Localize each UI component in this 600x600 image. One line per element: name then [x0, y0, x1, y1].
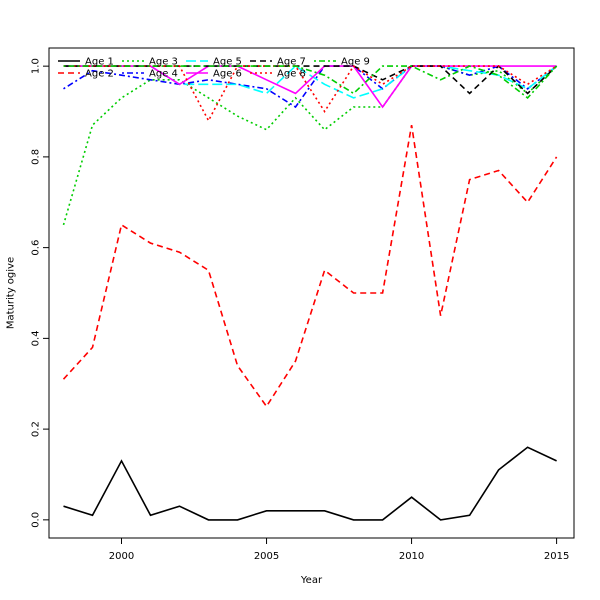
legend-label-age-1: Age 1	[85, 57, 114, 68]
legend-label-age-7: Age 7	[277, 57, 306, 68]
y-axis: 0.0 0.2 0.4 0.6 0.8 1.0	[31, 58, 50, 528]
x-tick-label: 2015	[544, 551, 569, 562]
y-tick-label: 0.0	[31, 512, 42, 528]
legend-label-age-5: Age 5	[213, 57, 242, 68]
series-line-age-5	[63, 65, 558, 99]
series-line-age-3	[62, 65, 558, 226]
series-line-age-7	[63, 65, 558, 95]
y-axis-title: Maturity ogive	[6, 257, 17, 329]
series-line-age-8	[63, 65, 558, 123]
y-tick-label: 0.6	[31, 240, 42, 256]
legend-label-age-2: Age 2	[85, 69, 114, 80]
legend-label-age-3: Age 3	[149, 57, 178, 68]
x-axis: 2000 2005 2010 2015	[109, 537, 569, 562]
y-tick-label: 0.4	[31, 330, 42, 346]
legend-label-age-4: Age 4	[149, 69, 178, 80]
series-lines	[62, 65, 558, 521]
legend-label-age-6: Age 6	[213, 69, 242, 80]
series-line-age-1	[63, 446, 557, 521]
y-tick-label: 1.0	[31, 58, 42, 74]
y-tick-label: 0.8	[31, 149, 42, 165]
series-line-age-9	[63, 65, 558, 99]
x-axis-title: Year	[300, 575, 323, 586]
x-tick-label: 2000	[109, 551, 134, 562]
legend-label-age-9: Age 9	[341, 57, 370, 68]
y-tick-label: 0.2	[31, 421, 42, 437]
legend-label-age-8: Age 8	[277, 69, 306, 80]
x-tick-label: 2010	[399, 551, 424, 562]
x-tick-label: 2005	[254, 551, 279, 562]
